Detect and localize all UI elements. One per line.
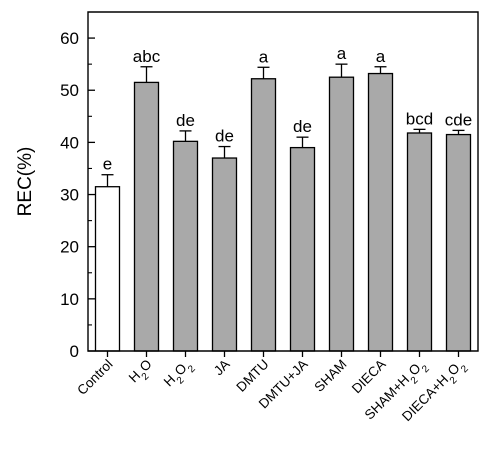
- x-tick-label-0: Control: [74, 357, 115, 398]
- error-bar-7: [374, 66, 387, 74]
- y-tick-label-60: 60: [60, 29, 79, 48]
- axes-group: [87, 11, 479, 357]
- x-tick-label-4: DMTU: [233, 357, 271, 395]
- bar-1: [133, 81, 160, 352]
- bar-6: [328, 76, 355, 352]
- bar-9: [445, 133, 472, 352]
- error-bar-0: [101, 174, 114, 187]
- bar-0: [94, 186, 121, 352]
- bar-8: [406, 132, 433, 352]
- error-bar-3: [218, 145, 231, 159]
- significance-label-0: e: [103, 155, 112, 174]
- x-tick-label-2: H2O2: [161, 356, 198, 393]
- significance-label-8: bcd: [406, 109, 433, 128]
- error-bar-9: [452, 129, 465, 135]
- bar-3: [211, 157, 238, 352]
- error-bars-group: [101, 63, 465, 187]
- significance-label-3: de: [215, 127, 234, 146]
- y-tick-label-10: 10: [60, 290, 79, 309]
- y-tick-label-0: 0: [70, 342, 79, 361]
- significance-label-4: a: [259, 47, 269, 66]
- y-tick-label-40: 40: [60, 133, 79, 152]
- significance-label-2: de: [176, 111, 195, 130]
- error-bar-1: [140, 66, 153, 83]
- x-tick-label-1: H2O: [126, 357, 159, 390]
- y-tick-label-30: 30: [60, 186, 79, 205]
- x-tick-label-3: JA: [211, 357, 233, 379]
- y-axis-label: REC(%): [15, 147, 36, 217]
- y-tick-label-50: 50: [60, 81, 79, 100]
- significance-label-5: de: [293, 117, 312, 136]
- x-tick-label-6: SHAM: [311, 357, 349, 395]
- y-tick-label-20: 20: [60, 238, 79, 257]
- significance-label-6: a: [337, 44, 347, 63]
- significance-label-1: abc: [133, 47, 161, 66]
- error-bar-6: [335, 63, 348, 78]
- significance-labels-group: e abc de de a de a a bcd cde: [103, 44, 472, 174]
- bar-7: [367, 72, 394, 352]
- bar-2: [172, 140, 199, 352]
- significance-label-9: cde: [445, 110, 472, 129]
- error-bar-4: [257, 66, 270, 79]
- error-bar-8: [413, 128, 426, 133]
- significance-label-7: a: [376, 47, 386, 66]
- error-bar-2: [179, 130, 192, 142]
- y-ticks-group: 0 10 20 30 40 50 60: [60, 29, 79, 361]
- plot-frame: [87, 11, 479, 352]
- error-bar-5: [296, 136, 309, 148]
- bar-5: [289, 146, 316, 352]
- bar-4: [250, 78, 277, 352]
